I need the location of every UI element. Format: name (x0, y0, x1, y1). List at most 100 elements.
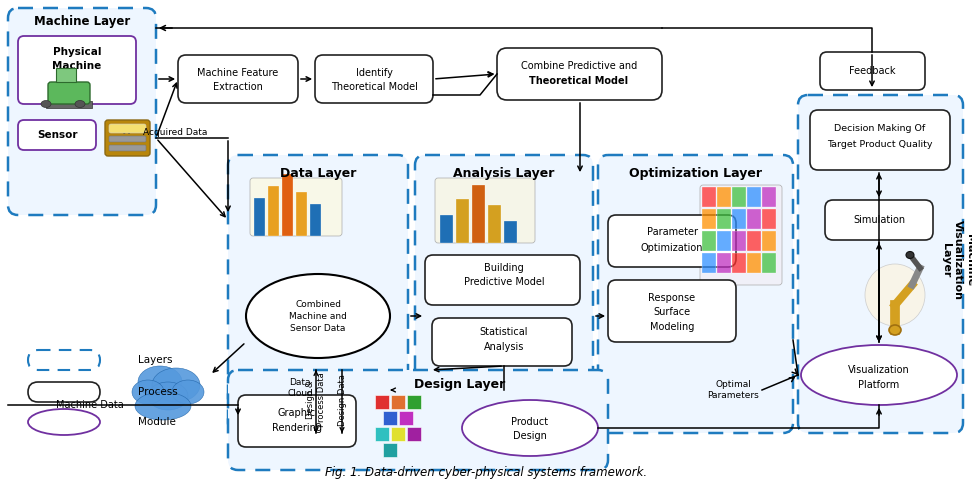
Text: Surface: Surface (653, 307, 690, 317)
Ellipse shape (462, 400, 598, 456)
Bar (717, 231, 731, 251)
Text: Visualization: Visualization (849, 365, 910, 375)
FancyBboxPatch shape (798, 95, 963, 433)
Text: Simulation: Simulation (853, 215, 905, 225)
Bar (254, 198, 265, 236)
FancyBboxPatch shape (415, 155, 593, 433)
Text: Layers: Layers (138, 355, 172, 365)
Bar (732, 209, 746, 229)
Text: Machine: Machine (52, 61, 102, 71)
Text: Acquired Data: Acquired Data (143, 127, 207, 137)
FancyBboxPatch shape (238, 395, 356, 447)
Text: Process: Process (138, 387, 178, 397)
Text: Graphic: Graphic (278, 408, 316, 418)
Text: Combine Predictive and: Combine Predictive and (521, 61, 637, 71)
FancyBboxPatch shape (48, 82, 90, 104)
Text: Design: Design (513, 431, 547, 441)
FancyBboxPatch shape (608, 215, 736, 267)
Text: Combined: Combined (295, 299, 341, 309)
FancyBboxPatch shape (178, 55, 298, 103)
Bar (456, 199, 469, 243)
Text: Optimization: Optimization (641, 243, 704, 253)
Text: Sensor Data: Sensor Data (291, 324, 346, 332)
Bar (407, 427, 421, 441)
Text: Machine and: Machine and (289, 312, 347, 320)
Text: Modeling: Modeling (650, 322, 694, 332)
Polygon shape (56, 68, 76, 82)
Bar (383, 411, 397, 425)
Ellipse shape (865, 264, 925, 326)
Ellipse shape (132, 380, 164, 404)
Ellipse shape (889, 325, 901, 335)
Bar (762, 253, 776, 273)
Bar (310, 204, 321, 236)
Text: Extraction: Extraction (213, 82, 263, 92)
Bar (747, 209, 761, 229)
Ellipse shape (28, 409, 100, 435)
Text: Product: Product (511, 417, 548, 427)
FancyBboxPatch shape (250, 178, 342, 236)
Bar (747, 253, 761, 273)
FancyBboxPatch shape (228, 155, 408, 433)
Ellipse shape (246, 274, 390, 358)
Text: Cloud: Cloud (287, 388, 313, 398)
Text: Theoretical Model: Theoretical Model (530, 76, 629, 86)
Bar (440, 215, 453, 243)
Text: Theoretical Model: Theoretical Model (330, 82, 417, 92)
Bar (46, 101, 92, 108)
Bar (732, 231, 746, 251)
Bar (296, 192, 307, 236)
Text: Response: Response (648, 293, 696, 303)
Text: Sensor: Sensor (37, 130, 77, 140)
Text: Platform: Platform (858, 380, 900, 390)
Text: Data Layer: Data Layer (280, 167, 356, 179)
Text: Module: Module (138, 417, 176, 427)
Text: Machine Feature: Machine Feature (197, 68, 279, 78)
Text: Decision Making Of: Decision Making Of (834, 123, 925, 133)
Bar (702, 231, 716, 251)
Bar (702, 253, 716, 273)
Ellipse shape (148, 382, 188, 410)
Text: Design Layer: Design Layer (414, 378, 505, 390)
Text: Analysis Layer: Analysis Layer (453, 167, 555, 179)
Bar (747, 231, 761, 251)
Text: Physical: Physical (52, 47, 101, 57)
Bar (375, 395, 389, 409)
Text: Target Product Quality: Target Product Quality (827, 139, 933, 149)
Bar (282, 174, 293, 236)
Bar (375, 427, 389, 441)
Text: Identify: Identify (356, 68, 393, 78)
Bar (472, 185, 485, 243)
FancyBboxPatch shape (109, 124, 146, 133)
FancyBboxPatch shape (435, 178, 535, 243)
Bar (268, 186, 279, 236)
Bar (717, 187, 731, 207)
Bar (391, 427, 405, 441)
Text: Machine Layer: Machine Layer (34, 16, 130, 29)
FancyBboxPatch shape (700, 185, 782, 285)
Text: Design &
Process Data: Design & Process Data (306, 373, 326, 427)
Ellipse shape (801, 345, 957, 405)
Text: Parameter: Parameter (646, 227, 698, 237)
Bar (732, 253, 746, 273)
Text: Optimal
Parameters: Optimal Parameters (707, 381, 759, 399)
Text: Predictive Model: Predictive Model (464, 277, 544, 287)
Text: Design Data: Design Data (337, 374, 346, 426)
FancyBboxPatch shape (315, 55, 433, 103)
FancyBboxPatch shape (228, 370, 608, 470)
FancyBboxPatch shape (497, 48, 662, 100)
Ellipse shape (41, 101, 51, 107)
Bar (383, 443, 397, 457)
Ellipse shape (152, 368, 200, 402)
Bar (762, 231, 776, 251)
FancyBboxPatch shape (810, 110, 950, 170)
Bar (762, 209, 776, 229)
FancyBboxPatch shape (18, 36, 136, 104)
FancyBboxPatch shape (432, 318, 572, 366)
Bar (762, 187, 776, 207)
FancyBboxPatch shape (425, 255, 580, 305)
Bar (391, 395, 405, 409)
Bar (488, 205, 501, 243)
Text: Optimization Layer: Optimization Layer (629, 167, 761, 179)
Bar (407, 395, 421, 409)
